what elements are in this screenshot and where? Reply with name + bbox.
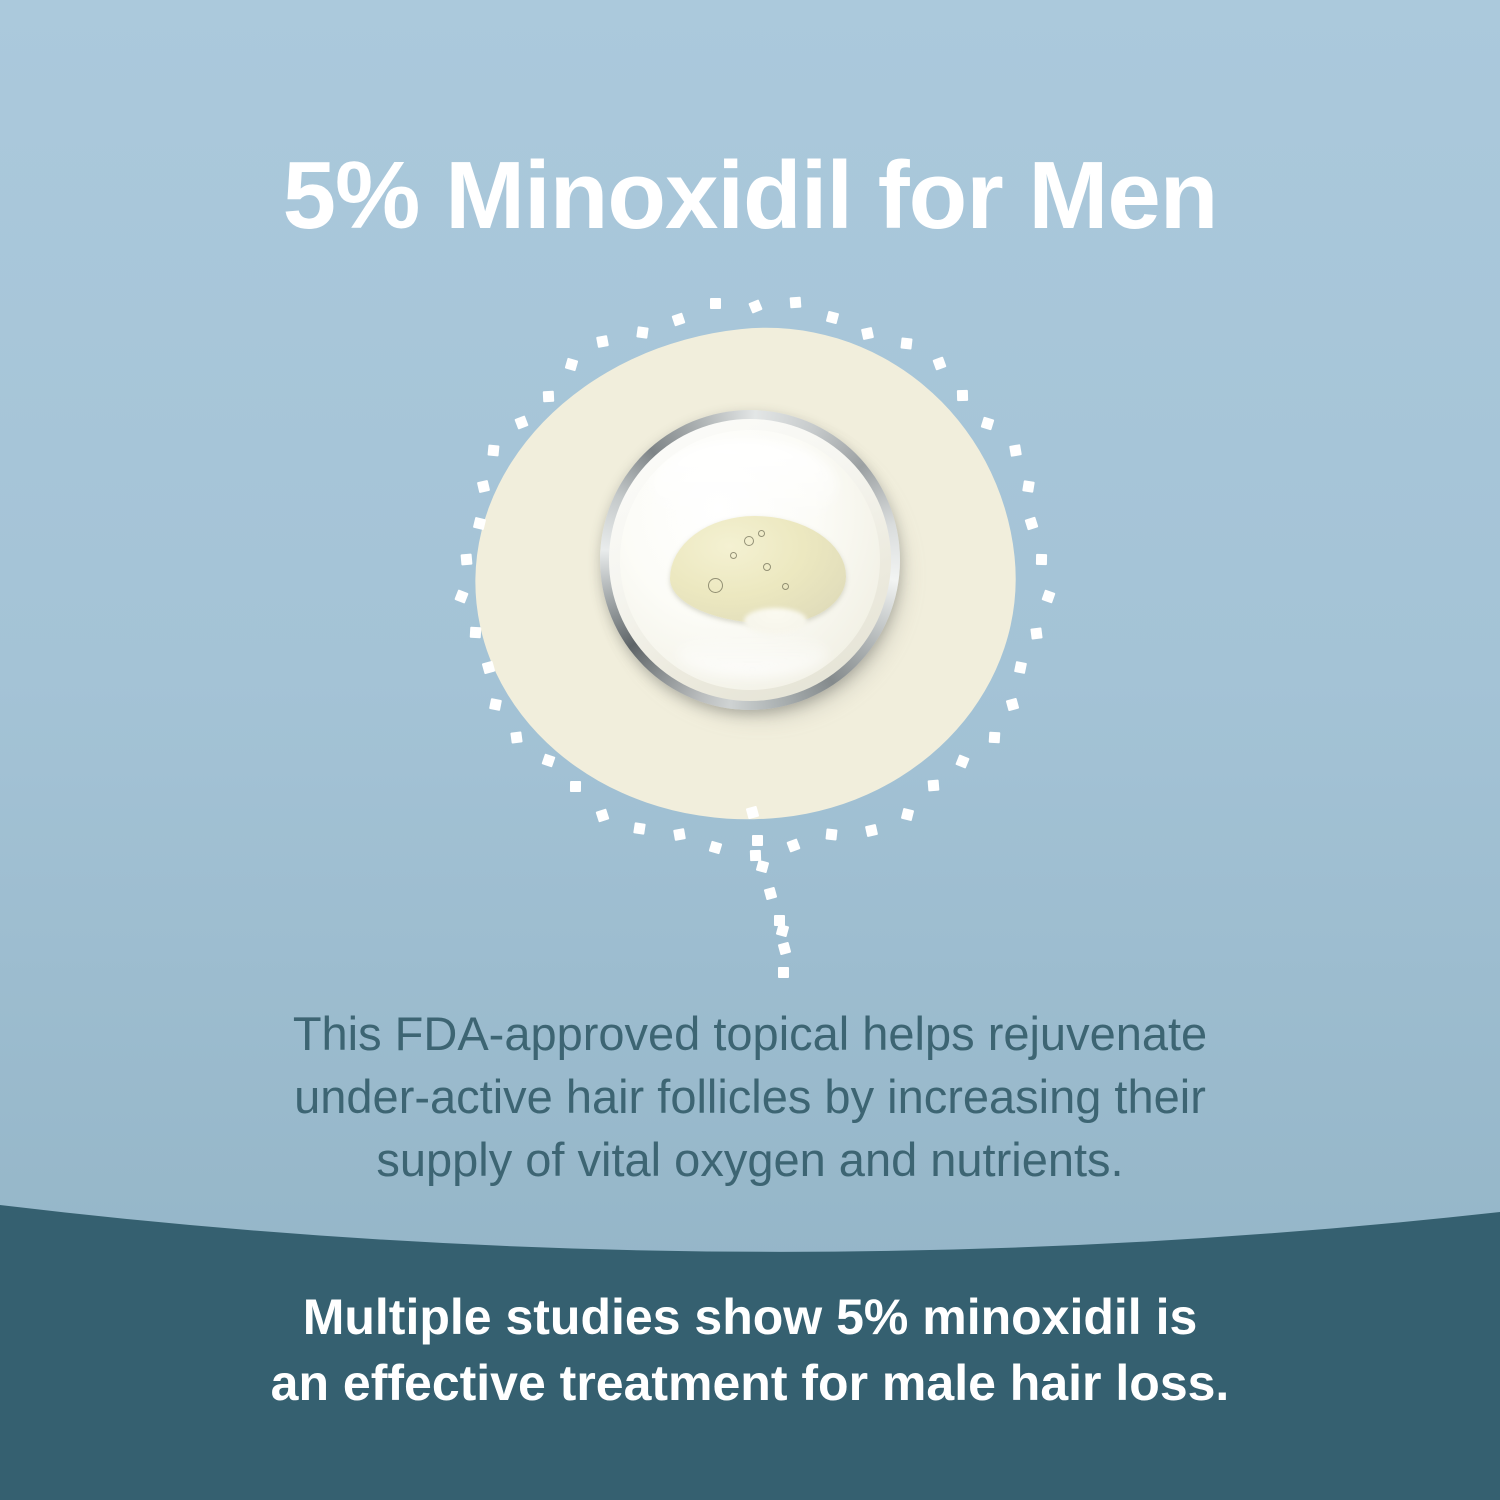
ring-dot [708, 840, 723, 855]
ring-dot [786, 838, 802, 853]
dish-highlight-bottom [677, 630, 828, 677]
ring-dot [1022, 479, 1036, 493]
ring-dot [635, 326, 649, 339]
trail-dot [763, 886, 777, 900]
footer-curve-shape [0, 1205, 1500, 1500]
ring-dot [709, 297, 721, 309]
ring-dot [980, 416, 994, 431]
ring-dot [595, 808, 610, 823]
serum-bubble [782, 583, 789, 590]
ring-dot [900, 807, 914, 822]
glass-petri-dish [600, 410, 910, 724]
dish-interior [620, 430, 880, 690]
ring-dot [864, 823, 878, 837]
ring-dot [564, 357, 578, 372]
description-line-2: under-active hair follicles by increasin… [294, 1069, 1206, 1123]
description-line-3: supply of vital oxygen and nutrients. [376, 1132, 1124, 1186]
serum-bubble [758, 530, 765, 537]
ring-dot [825, 310, 839, 325]
ring-dot [1030, 627, 1043, 640]
ring-dot [789, 296, 801, 309]
ring-dot [927, 779, 940, 792]
footer-banner: Multiple studies show 5% minoxidil is an… [0, 1200, 1500, 1500]
footer-line-1: Multiple studies show 5% minoxidil is [302, 1289, 1198, 1345]
ring-dot [542, 390, 555, 402]
ring-dot [569, 781, 581, 793]
ring-dot [510, 730, 523, 744]
footer-line-2: an effective treatment for male hair los… [270, 1355, 1230, 1411]
ring-dot [672, 827, 686, 841]
ring-dot [633, 822, 646, 835]
page-title: 5% Minoxidil for Men [282, 142, 1219, 250]
ring-dot [1035, 553, 1047, 566]
ring-dot [955, 754, 970, 769]
serum-bubble [763, 563, 771, 571]
trail-dot [777, 941, 791, 955]
ring-dot [487, 444, 500, 457]
trail-dot [777, 966, 789, 978]
description-text: This FDA-approved topical helps rejuvena… [230, 1003, 1270, 1192]
ring-dot [747, 298, 763, 314]
footer-text: Multiple studies show 5% minoxidil is an… [150, 1284, 1350, 1416]
trail-dot [775, 923, 789, 937]
product-hero-image [450, 296, 1056, 862]
ring-dot [460, 553, 473, 566]
ring-dot [1024, 516, 1038, 531]
description-line-1: This FDA-approved topical helps rejuvena… [292, 1007, 1208, 1060]
ring-dot [1014, 660, 1028, 674]
ring-dot [1005, 697, 1020, 711]
ring-dot [825, 828, 838, 841]
ring-dot [860, 327, 874, 341]
trail-dot [773, 914, 785, 926]
serum-bubble [708, 578, 723, 593]
trail-dot [755, 859, 769, 873]
ring-dot [514, 415, 529, 430]
ring-dot [596, 335, 610, 349]
ring-dot [900, 336, 913, 350]
ring-dot [1009, 444, 1022, 457]
ring-dot [932, 356, 947, 371]
serum-bubble [730, 552, 737, 559]
ring-dot [671, 312, 686, 327]
ring-dot [476, 480, 490, 494]
ring-dot [489, 698, 503, 712]
ring-dot [541, 753, 556, 768]
ring-dot [989, 732, 1001, 744]
ring-dot [1041, 589, 1056, 604]
serum-bubble [744, 536, 754, 546]
ring-dot [749, 850, 761, 862]
ring-dot [956, 389, 968, 401]
ring-dot [454, 589, 469, 605]
minoxidil-serum-drop [670, 516, 846, 624]
